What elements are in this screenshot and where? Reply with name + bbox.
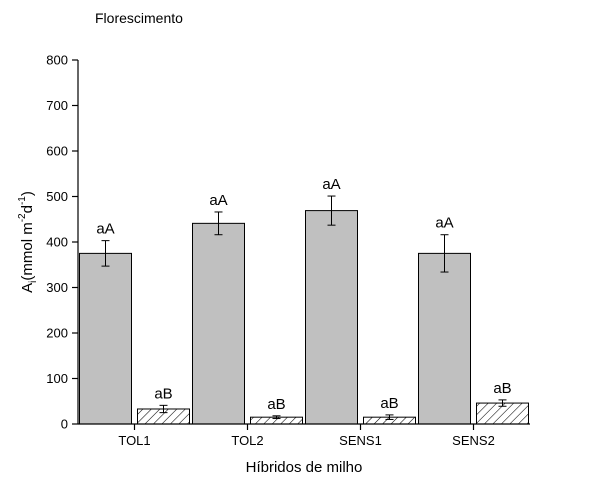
y-axis-title-exponent-1: -2 [17, 213, 28, 222]
y-axis-title: Ai(mmol m-2d-1) [17, 191, 39, 293]
y-tick-label: 500 [46, 189, 68, 204]
y-axis-title-subscript: i [28, 281, 39, 283]
y-tick-label: 600 [46, 144, 68, 159]
x-axis-title: Híbridos de milho [246, 459, 363, 476]
bars: aA aB aA aB aA aB aA aB [79, 176, 529, 425]
y-axis-title-unit-prefix: (mmol m [19, 222, 36, 280]
data-label: aA [209, 192, 227, 209]
data-label: aB [493, 380, 511, 397]
y-tick-label: 400 [46, 235, 68, 250]
data-label: aB [380, 395, 398, 412]
x-tick-label: TOL1 [118, 433, 150, 448]
bar [79, 252, 132, 425]
y-axis-title-unit-suffix: ) [19, 191, 36, 196]
y-axis-title-unit-mid: d [19, 205, 36, 213]
x-tick-label: SENS2 [452, 433, 495, 448]
y-axis-title-exponent-2: -1 [17, 196, 28, 205]
x-tick-label: TOL2 [231, 433, 263, 448]
y-tick-label: 200 [46, 326, 68, 341]
chart-title: Florescimento [95, 10, 183, 26]
data-label: aA [435, 215, 453, 232]
data-label: aA [96, 221, 114, 238]
bar [305, 210, 358, 425]
y-tick-label: 700 [46, 98, 68, 113]
bar [418, 252, 471, 425]
x-axis-ticks: TOL1 TOL2 SENS1 SENS2 [118, 424, 495, 448]
y-axis-ticks: 0 100 200 300 400 500 600 700 800 [46, 53, 78, 432]
x-tick-label: SENS1 [339, 433, 382, 448]
data-label: aB [154, 385, 172, 402]
data-label: aB [267, 396, 285, 413]
y-tick-label: 300 [46, 280, 68, 295]
bar [192, 222, 245, 425]
data-label: aA [322, 176, 340, 193]
y-tick-label: 100 [46, 371, 68, 386]
y-axis-title-main: A [19, 283, 36, 293]
y-tick-label: 800 [46, 53, 68, 68]
y-tick-label: 0 [61, 417, 68, 432]
